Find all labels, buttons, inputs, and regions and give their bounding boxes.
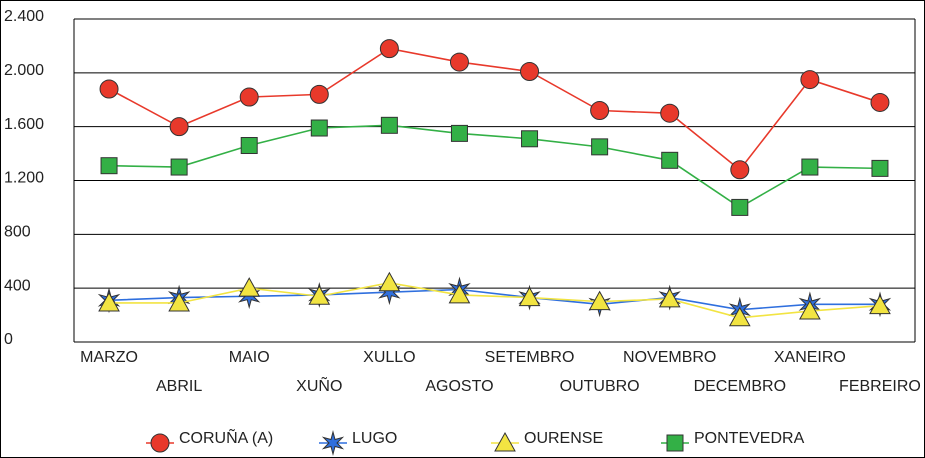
marker xyxy=(309,84,329,104)
x-tick-label: NOVEMBRO xyxy=(623,349,716,366)
legend-marker xyxy=(150,433,170,453)
marker xyxy=(518,286,541,307)
marker xyxy=(168,291,190,312)
marker xyxy=(170,158,188,176)
marker xyxy=(870,92,890,112)
marker xyxy=(169,117,189,137)
marker xyxy=(239,87,259,107)
marker xyxy=(588,290,611,311)
legend-marker xyxy=(666,434,684,452)
x-tick-label: MAIO xyxy=(229,349,270,366)
marker xyxy=(448,283,471,304)
y-tick-label: 400 xyxy=(4,277,31,294)
x-tick-label: XUÑO xyxy=(296,375,342,395)
series-line xyxy=(108,47,881,171)
x-tick-label: MARZO xyxy=(80,349,138,366)
marker xyxy=(869,294,891,315)
x-tick-label: SETEMBRO xyxy=(485,349,575,366)
y-tick-label: 0 xyxy=(4,331,13,348)
marker xyxy=(728,306,751,327)
marker xyxy=(590,101,610,121)
series-line xyxy=(109,288,880,311)
marker xyxy=(450,124,468,142)
marker xyxy=(658,287,681,308)
x-tick-label: FEBREIRO xyxy=(839,378,921,395)
marker xyxy=(378,271,401,292)
x-tick-label: AGOSTO xyxy=(425,378,493,395)
marker xyxy=(521,130,539,148)
marker xyxy=(801,158,819,176)
legend-label: CORUÑA (A) xyxy=(179,427,273,447)
marker xyxy=(871,159,889,177)
legend-label: LUGO xyxy=(352,430,397,447)
marker xyxy=(520,61,540,81)
marker xyxy=(731,198,749,216)
marker xyxy=(380,116,398,134)
x-tick-label: DECEMBRO xyxy=(694,378,786,395)
y-tick-label: 1.600 xyxy=(4,116,44,133)
marker xyxy=(238,277,261,297)
y-tick-label: 2.400 xyxy=(4,8,44,25)
legend-label: PONTEVEDRA xyxy=(694,430,805,447)
legend-marker xyxy=(494,431,516,452)
marker xyxy=(449,52,469,72)
marker xyxy=(310,119,328,137)
marker xyxy=(661,151,679,169)
y-tick-label: 1.200 xyxy=(4,170,44,187)
marker xyxy=(730,160,750,180)
marker xyxy=(240,137,258,155)
x-tick-label: OUTUBRO xyxy=(560,378,640,395)
series-line xyxy=(109,281,881,319)
marker xyxy=(591,138,609,156)
x-tick-label: ABRIL xyxy=(156,378,202,395)
marker xyxy=(379,39,399,59)
marker xyxy=(98,291,120,312)
marker xyxy=(660,103,680,123)
x-tick-label: XULLO xyxy=(363,349,415,366)
x-tick-label: XANEIRO xyxy=(774,349,846,366)
marker xyxy=(100,157,118,175)
marker xyxy=(378,279,401,306)
legend-label: OURENSE xyxy=(524,430,603,447)
y-tick-label: 2.000 xyxy=(4,62,44,79)
legend-marker xyxy=(321,430,345,456)
marker xyxy=(799,300,821,320)
marker xyxy=(308,285,331,305)
marker xyxy=(800,70,820,90)
marker xyxy=(99,79,119,99)
y-tick-label: 800 xyxy=(4,224,31,241)
series-line xyxy=(109,124,880,209)
